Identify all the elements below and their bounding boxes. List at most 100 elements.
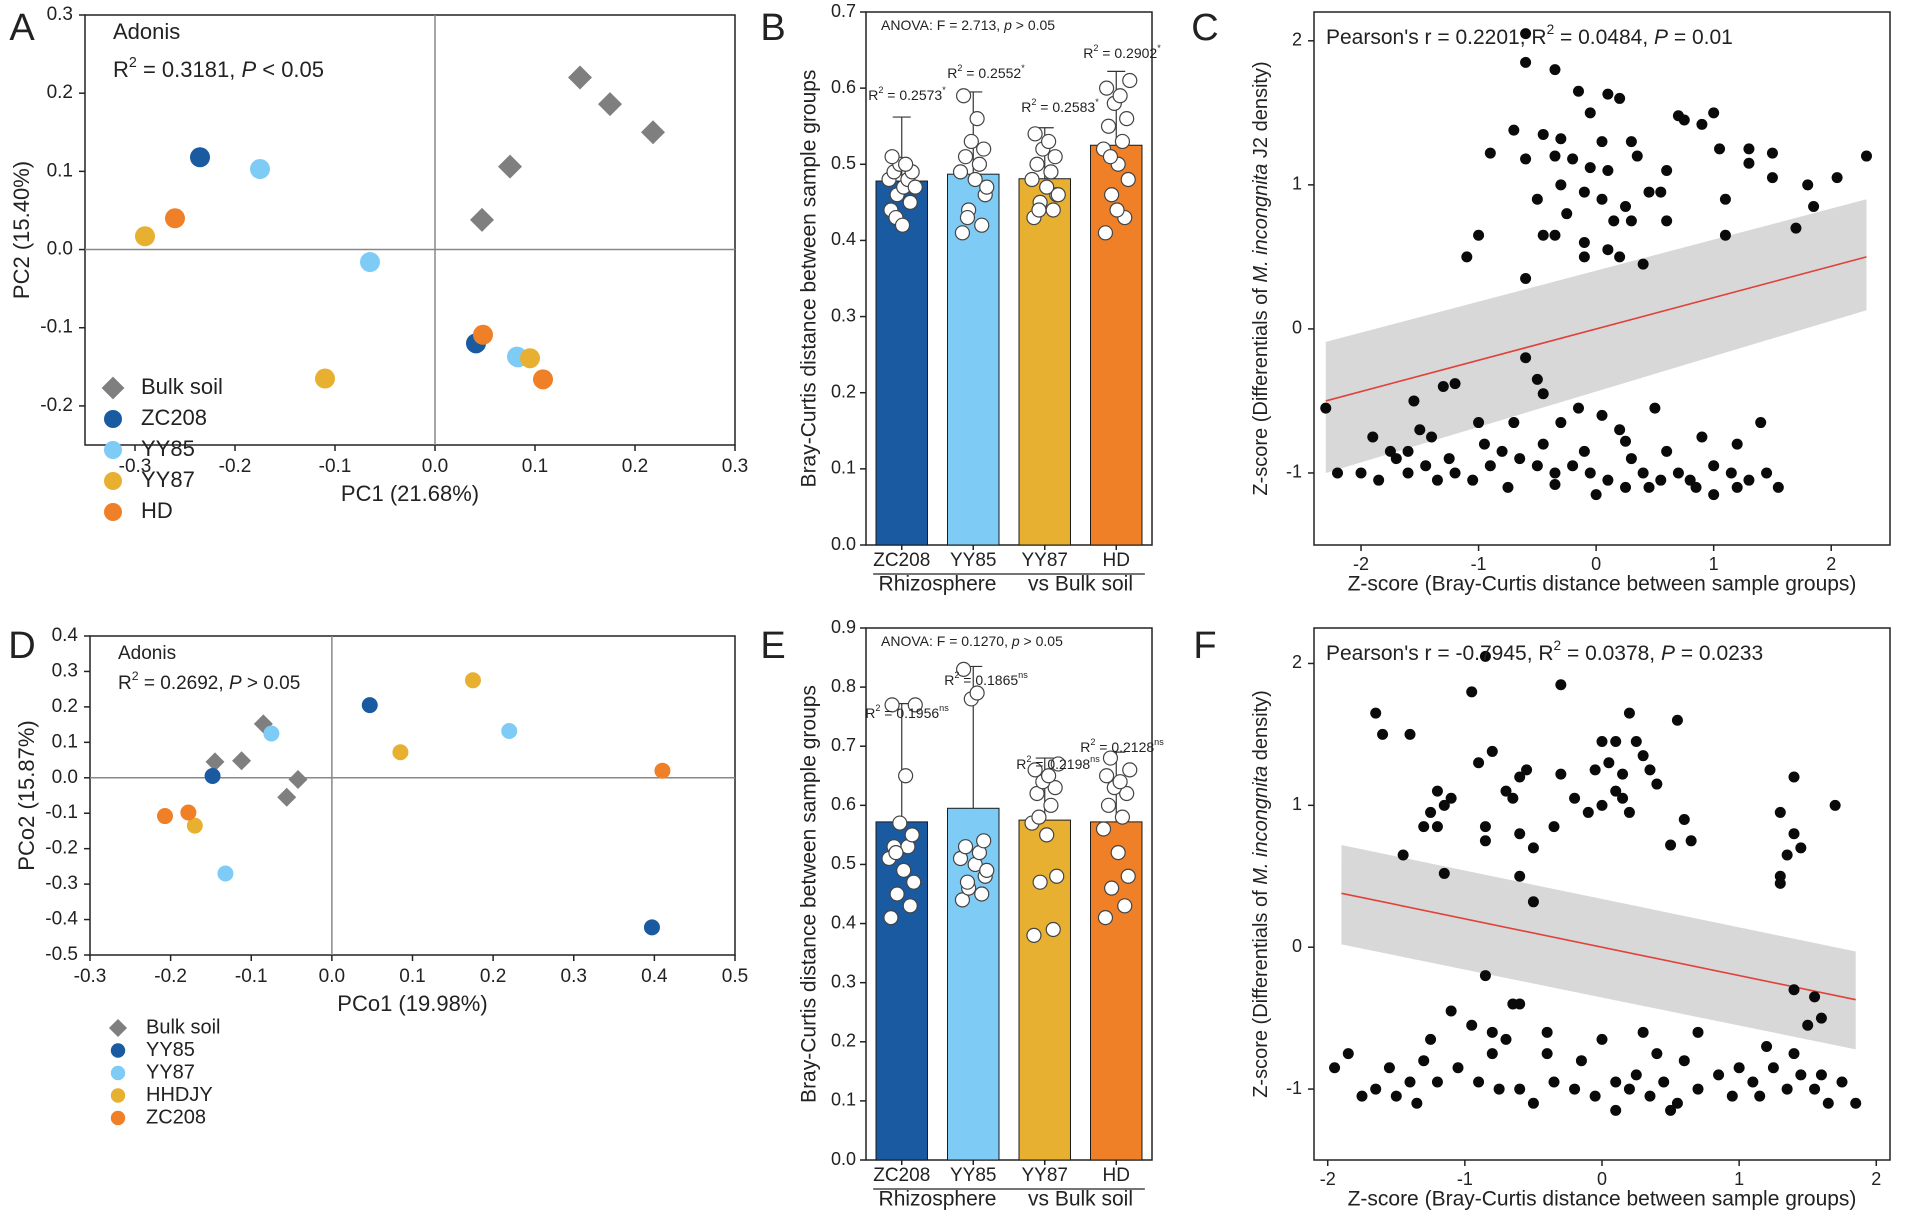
data-point bbox=[1514, 828, 1526, 840]
sample-point bbox=[892, 815, 908, 831]
x-axis-label: PC1 (21.68%) bbox=[341, 481, 479, 506]
x-tick-label: 0 bbox=[1591, 554, 1601, 574]
data-point bbox=[1596, 799, 1608, 811]
data-point bbox=[1802, 1019, 1814, 1031]
data-point bbox=[1383, 1062, 1395, 1074]
data-point bbox=[1767, 1062, 1779, 1074]
sample-point bbox=[1100, 118, 1117, 134]
sample-point bbox=[889, 886, 905, 902]
data-point bbox=[1774, 806, 1786, 818]
text-span: > 0.05 bbox=[1020, 633, 1063, 649]
data-point bbox=[1414, 424, 1426, 436]
data-point bbox=[1527, 896, 1539, 908]
sample-point bbox=[1047, 779, 1063, 796]
group-label-bulk: vs Bulk soil bbox=[1028, 573, 1133, 596]
x-tick-label: -2 bbox=[1353, 554, 1369, 574]
point-yy87 bbox=[520, 348, 540, 369]
x-category-label: YY85 bbox=[950, 1165, 996, 1186]
text-span: P bbox=[229, 673, 242, 694]
text-span: > 0.05 bbox=[242, 673, 301, 694]
legend-label-yy85: YY85 bbox=[146, 1039, 195, 1061]
data-point bbox=[1555, 179, 1567, 191]
y-tick-label: 2 bbox=[1292, 652, 1302, 672]
point-bulk-soil bbox=[568, 65, 592, 90]
data-point bbox=[1630, 1069, 1642, 1081]
text-span: * bbox=[942, 85, 946, 95]
data-point bbox=[1596, 735, 1608, 747]
data-point bbox=[1661, 215, 1673, 227]
x-tick-label: -1 bbox=[1471, 554, 1487, 574]
point-hhdjy bbox=[186, 817, 203, 834]
data-point bbox=[1815, 1069, 1827, 1081]
data-point bbox=[1788, 771, 1800, 783]
text-span: 2 bbox=[1554, 638, 1562, 653]
text-span: 2 bbox=[957, 63, 962, 73]
y-tick-label: 0.1 bbox=[47, 160, 73, 181]
data-point bbox=[1608, 215, 1620, 227]
data-point bbox=[1795, 842, 1807, 854]
y-tick-label: 0.1 bbox=[52, 731, 78, 752]
data-point bbox=[1431, 821, 1443, 833]
data-point bbox=[1696, 118, 1708, 130]
y-tick-label: 0.5 bbox=[831, 153, 856, 173]
data-point bbox=[1426, 431, 1438, 443]
data-point bbox=[1761, 467, 1773, 479]
sample-point bbox=[979, 862, 995, 878]
sample-point bbox=[1097, 910, 1114, 926]
data-point bbox=[1486, 1026, 1498, 1038]
data-point bbox=[1637, 258, 1649, 270]
x-tick-label: 1 bbox=[1734, 1169, 1744, 1189]
data-point bbox=[1390, 1090, 1402, 1102]
data-point bbox=[1561, 208, 1573, 220]
sample-point bbox=[906, 874, 922, 890]
sample-point bbox=[1098, 768, 1115, 784]
sample-point bbox=[1043, 797, 1059, 813]
legend-marker-bulk-soil bbox=[108, 1018, 128, 1038]
text-span: = 0.01 bbox=[1668, 26, 1733, 49]
data-point bbox=[1719, 229, 1731, 241]
data-point bbox=[1549, 64, 1561, 76]
data-point bbox=[1514, 453, 1526, 465]
data-point bbox=[1555, 679, 1567, 691]
data-point bbox=[1411, 1097, 1423, 1109]
text-span: 2 bbox=[1031, 97, 1036, 107]
data-point bbox=[1692, 1026, 1704, 1038]
y-tick-label: -1 bbox=[1286, 1078, 1302, 1098]
sample-point bbox=[1095, 821, 1112, 837]
data-point bbox=[1602, 88, 1614, 100]
group-label-bulk: vs Bulk soil bbox=[1028, 1188, 1133, 1211]
sample-point bbox=[1119, 785, 1135, 802]
y-tick-label: -0.4 bbox=[45, 909, 78, 930]
data-point bbox=[1320, 402, 1332, 414]
data-point bbox=[1537, 229, 1549, 241]
data-point bbox=[1514, 870, 1526, 882]
data-point bbox=[1438, 799, 1450, 811]
text-span: Pearson's r = 0.2201, R bbox=[1326, 26, 1547, 49]
sample-point bbox=[1045, 921, 1061, 938]
sample-point bbox=[1041, 768, 1057, 784]
y-tick-label: 0 bbox=[1292, 936, 1302, 956]
sample-point bbox=[1039, 179, 1055, 195]
text-span: 2 bbox=[954, 670, 959, 680]
data-point bbox=[1548, 821, 1560, 833]
x-tick-label: 0.4 bbox=[641, 966, 668, 987]
data-point bbox=[1514, 998, 1526, 1010]
data-point bbox=[1527, 842, 1539, 854]
data-point bbox=[1461, 251, 1473, 263]
panel-b-bar: 0.0 0.1 0.2 0.3 0.4 0.5 0.6 0.7 Bray-Curtis dist… bbox=[798, 1, 1162, 596]
data-point bbox=[1602, 474, 1614, 486]
y-tick-label: 0.0 bbox=[831, 1149, 856, 1169]
text-span: R bbox=[1080, 739, 1090, 755]
legend-marker-yy87 bbox=[104, 472, 122, 490]
data-point bbox=[1665, 1104, 1677, 1116]
y-tick-label: 2 bbox=[1292, 30, 1302, 50]
data-point bbox=[1831, 172, 1843, 184]
data-point bbox=[1655, 474, 1667, 486]
sample-point bbox=[1050, 187, 1066, 203]
data-point bbox=[1678, 814, 1690, 826]
sample-point bbox=[1032, 874, 1048, 890]
point-bulk-soil bbox=[598, 92, 622, 117]
text-span: M. incongnita bbox=[1250, 164, 1272, 283]
data-point bbox=[1479, 650, 1491, 662]
